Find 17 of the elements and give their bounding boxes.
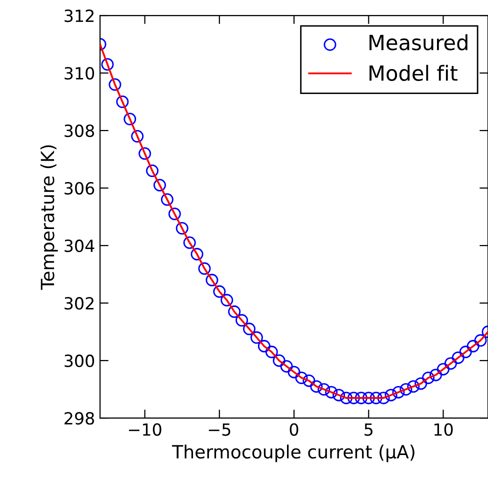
x-axis-title: Thermocouple current (μA) (172, 444, 414, 462)
y-tick-label: 312 (64, 9, 94, 22)
y-tick-label: 308 (64, 124, 94, 138)
y-tick-label: 298 (64, 412, 94, 425)
x-tick-label: −10 (128, 423, 162, 436)
x-tick-label: 0 (290, 423, 298, 436)
y-axis-title: Temperature (K) (40, 145, 58, 290)
x-tick-label: −5 (208, 423, 230, 436)
y-tick-label: 304 (64, 240, 94, 252)
x-tick-label: 10 (434, 423, 453, 436)
legend-label: Measured (370, 34, 468, 50)
legend-label: Model fit (370, 64, 458, 81)
y-tick-label: 300 (64, 354, 94, 368)
y-tick-label: 302 (64, 297, 94, 310)
y-tick-label: 310 (64, 66, 94, 80)
x-tick-label: 5 (364, 423, 372, 436)
y-tick-label: 306 (64, 182, 94, 195)
